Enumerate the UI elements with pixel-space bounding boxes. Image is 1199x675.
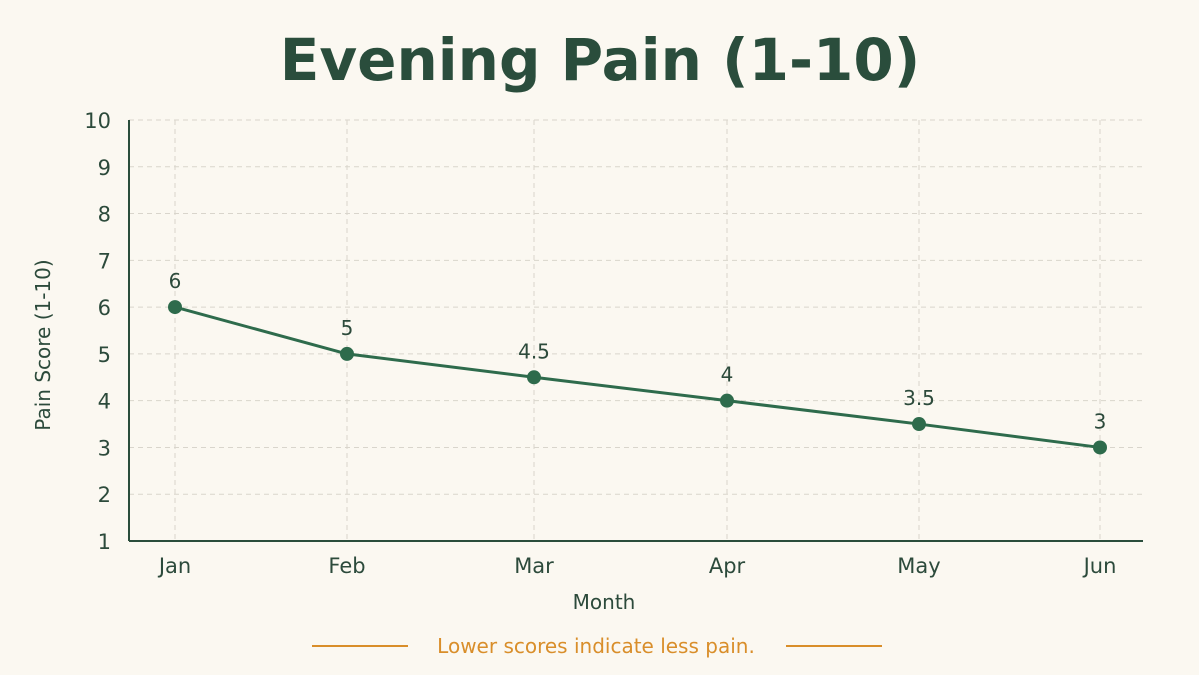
- x-tick-feb: Feb: [328, 554, 365, 578]
- series: [174, 305, 1101, 449]
- data-point-mar: [527, 370, 541, 385]
- data-point-may: [912, 417, 926, 432]
- x-axis-ticks: Jan Feb Mar Apr May Jun: [157, 554, 1117, 578]
- y-tick-5: 5: [98, 343, 111, 367]
- y-tick-9: 9: [98, 156, 111, 180]
- x-tick-apr: Apr: [709, 554, 746, 578]
- data-label-mar: 4.5: [518, 339, 550, 363]
- x-tick-jan: Jan: [157, 554, 191, 578]
- data-label-may: 3.5: [903, 386, 935, 410]
- grid: [129, 119, 1143, 541]
- y-tick-2: 2: [98, 483, 111, 507]
- x-tick-jun: Jun: [1082, 554, 1117, 578]
- x-tick-may: May: [897, 554, 940, 578]
- axes: [128, 120, 1143, 542]
- y-tick-7: 7: [98, 249, 111, 273]
- chart-title: Evening Pain (1-10): [280, 26, 921, 94]
- chart-note: Lower scores indicate less pain.: [437, 634, 755, 658]
- data-points: [168, 300, 1107, 455]
- data-point-jan: [168, 300, 182, 315]
- data-label-feb: 5: [341, 316, 354, 340]
- data-point-jun: [1093, 440, 1107, 455]
- x-tick-mar: Mar: [514, 554, 554, 578]
- data-label-apr: 4: [721, 363, 734, 387]
- y-tick-8: 8: [98, 203, 111, 227]
- data-labels: 6 5 4.5 4 3.5 3: [169, 269, 1107, 433]
- y-axis-ticks: 1 2 3 4 5 6 7 8 9 10: [84, 109, 111, 554]
- series-line: [174, 305, 1101, 449]
- data-point-feb: [340, 346, 354, 361]
- y-tick-6: 6: [98, 296, 111, 320]
- x-axis-label: Month: [573, 590, 636, 614]
- data-point-apr: [720, 393, 734, 408]
- y-tick-4: 4: [98, 390, 111, 414]
- y-tick-10: 10: [84, 109, 111, 133]
- y-tick-1: 1: [98, 530, 111, 554]
- y-axis-label: Pain Score (1-10): [31, 259, 55, 430]
- y-tick-3: 3: [98, 436, 111, 460]
- data-label-jan: 6: [169, 269, 182, 293]
- data-label-jun: 3: [1094, 409, 1107, 433]
